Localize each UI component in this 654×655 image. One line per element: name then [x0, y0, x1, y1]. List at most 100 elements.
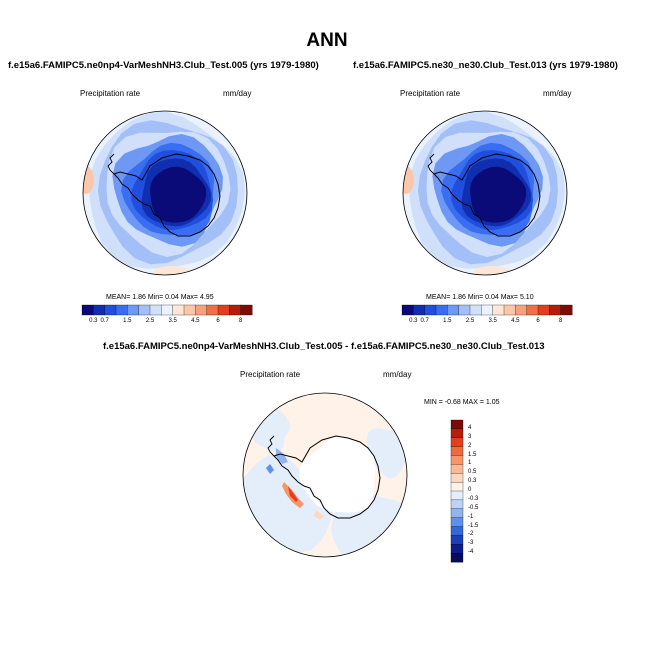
- colorbar-tick-label: 1.5: [443, 318, 452, 324]
- panel-1-colorbar-box: [115, 304, 128, 316]
- colorbar-tick-label: 4.5: [511, 318, 520, 324]
- panel-3-colorbar-box: [450, 481, 464, 492]
- panel-1-colorbar-box: [81, 304, 94, 316]
- panel-3-colorbar-box: [450, 437, 464, 448]
- panel-1-colorbar-box: [195, 304, 208, 316]
- panel-3-colorbar-box: [450, 535, 464, 545]
- colorbar-tick-label: 1.5: [123, 318, 132, 324]
- panel-1-colorbar-box: [149, 304, 162, 316]
- panel-3-colorbar-box: [450, 446, 464, 456]
- colorbar-tick-label: 1: [468, 460, 472, 467]
- colorbar-tick-label: 3: [468, 433, 472, 440]
- colorbar-tick-label: 8: [559, 318, 563, 324]
- colorbar-tick-label: 0.7: [420, 318, 429, 324]
- panel-3-colorbar-box: [450, 464, 464, 474]
- panel-1-colorbar-box: [183, 304, 196, 316]
- panel-3-colorbar-box: [450, 526, 464, 536]
- colorbar-tick-label: 2: [468, 442, 472, 449]
- colorbar-tick-label: 1.5: [468, 451, 477, 458]
- panel-1-map: [82, 110, 248, 276]
- page-title: ANN: [306, 30, 348, 51]
- panel-3-title: f.e15a6.FAMIPC5.ne0np4-VarMeshNH3.Club_T…: [103, 341, 545, 352]
- colorbar-tick-label: -1: [468, 513, 474, 520]
- panel-3-coastline: [273, 435, 381, 519]
- panel-2-colorbar-box: [515, 304, 528, 316]
- panel-2-colorbar-box: [401, 304, 414, 316]
- colorbar-tick-label: 4.5: [191, 318, 200, 324]
- colorbar-tick-label: 0.3: [89, 318, 98, 324]
- panel-1-colorbar-box: [172, 304, 185, 316]
- panel-3-units-label: mm/day: [383, 370, 412, 379]
- panel-3-colorbar-box: [450, 419, 464, 430]
- panel-1-colorbar-box: [104, 304, 117, 316]
- colorbar-tick-label: -0.5: [468, 504, 479, 511]
- panel-1-colorbar-box: [229, 304, 242, 316]
- panel-3-colorbar-box: [450, 455, 464, 465]
- panel-1-colorbar-box: [93, 304, 106, 316]
- panel-1-colorbar-box: [127, 304, 140, 316]
- panel-3-colorbar-box: [450, 544, 464, 554]
- panel-2-colorbar-box: [492, 304, 505, 316]
- colorbar-tick-label: 0.3: [409, 318, 418, 324]
- panel-1-units-label: mm/day: [223, 89, 252, 98]
- colorbar-tick-label: 0.7: [100, 318, 109, 324]
- panel-3-stats: MIN = -0.68 MAX = 1.05: [424, 399, 500, 406]
- panel-1-colorbar-box: [206, 304, 219, 316]
- panel-2-colorbar-box: [447, 304, 460, 316]
- panel-1-coastline: [113, 153, 221, 237]
- colorbar-tick-label: 2.5: [145, 318, 155, 324]
- panel-3-colorbar-ticks: 4 3 2 1.5 1 0.5 0.3 0 -0.3 -0.5 -1 -1.5 -2 -3 -4: [468, 420, 498, 562]
- panel-2-variable-label: Precipitation rate: [400, 89, 461, 98]
- colorbar-tick-label: -4: [468, 549, 474, 556]
- colorbar-tick-label: -3: [468, 540, 474, 547]
- panel-3-colorbar-box: [450, 473, 464, 483]
- panel-1-map-border: [82, 110, 248, 276]
- panel-2-colorbar-box: [481, 304, 494, 316]
- panel-2-colorbar-box: [413, 304, 426, 316]
- colorbar-tick-label: -1.5: [468, 522, 479, 529]
- panel-2-colorbar-box: [526, 304, 539, 316]
- panel-3-map: [242, 392, 408, 558]
- panel-3-colorbar: [450, 419, 464, 563]
- panel-2-colorbar-box: [458, 304, 471, 316]
- panel-2-colorbar-box: [435, 304, 448, 316]
- panel-2-colorbar: [401, 304, 573, 316]
- panel-3-field: [243, 393, 407, 557]
- panel-2-colorbar-box: [537, 304, 550, 316]
- colorbar-tick-label: 3.5: [168, 318, 177, 324]
- panel-2-title: f.e15a6.FAMIPC5.ne30_ne30.Club_Test.013 …: [353, 60, 618, 71]
- panel-1-colorbar: [81, 304, 253, 316]
- colorbar-tick-label: -0.3: [468, 495, 479, 502]
- colorbar-tick-label: 0.3: [468, 478, 477, 485]
- panel-2-colorbar-box: [469, 304, 482, 316]
- panel-1-colorbar-box: [161, 304, 174, 316]
- panel-1-stats: MEAN= 1.86 Min= 0.04 Max= 4.95: [106, 294, 214, 301]
- panel-2-map: [402, 110, 568, 276]
- colorbar-tick-label: 0: [468, 487, 472, 493]
- panel-3-colorbar-box: [450, 517, 464, 527]
- panel-3-colorbar-box: [450, 552, 464, 563]
- panel-3-colorbar-box: [450, 499, 464, 510]
- panel-2-map-border: [402, 110, 568, 276]
- panel-3-colorbar-box: [450, 508, 464, 519]
- colorbar-tick-label: 3.5: [488, 318, 497, 324]
- panel-2-coastline: [433, 153, 541, 237]
- panel-2-colorbar-box: [549, 304, 562, 316]
- panel-1-colorbar-box: [138, 304, 151, 316]
- colorbar-tick-label: 2.5: [465, 318, 475, 324]
- panel-1-colorbar-box: [217, 304, 230, 316]
- colorbar-tick-label: 8: [239, 318, 243, 324]
- colorbar-tick-label: 4: [468, 424, 472, 431]
- colorbar-tick-label: 6: [536, 318, 540, 324]
- panel-3-variable-label: Precipitation rate: [240, 370, 301, 379]
- panel-2-colorbar-ticks: 0.3 0.7 1.5 2.5 3.5 4.5 6 8: [402, 318, 572, 328]
- panel-2-stats: MEAN= 1.86 Min= 0.04 Max= 5.10: [426, 294, 534, 301]
- panel-3-colorbar-box: [450, 490, 464, 501]
- panel-3-colorbar-box: [450, 428, 464, 439]
- panel-1-colorbar-ticks: 0.3 0.7 1.5 2.5 3.5 4.5 6 8: [82, 318, 252, 328]
- colorbar-tick-label: 0.5: [468, 469, 477, 476]
- colorbar-tick-label: -2: [468, 531, 474, 538]
- panel-2-units-label: mm/day: [543, 89, 572, 98]
- panel-1-field: [83, 111, 247, 275]
- panel-2-field: [403, 111, 567, 275]
